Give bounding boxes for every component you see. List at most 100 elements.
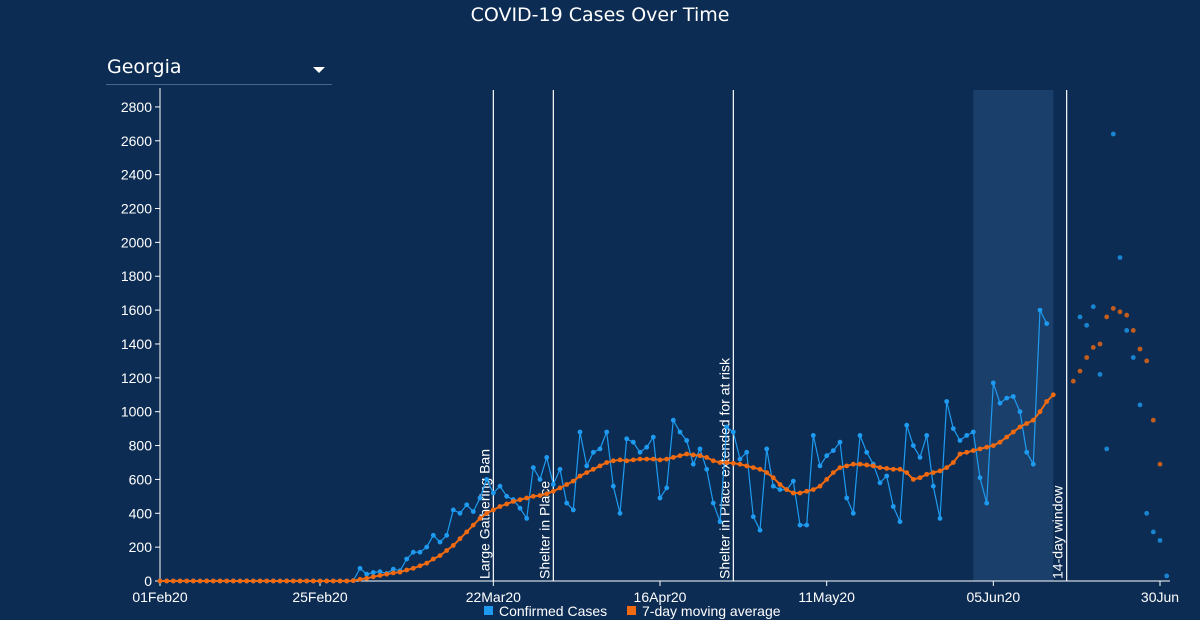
moving-average-point bbox=[430, 556, 436, 562]
confirmed-cases-point bbox=[684, 438, 690, 443]
x-tick-label: 05Jun20 bbox=[966, 589, 1020, 605]
moving-average-point bbox=[384, 571, 390, 577]
moving-average-point bbox=[437, 553, 443, 558]
moving-average-point bbox=[850, 461, 856, 467]
confirmed-cases-point bbox=[610, 483, 616, 489]
moving-average-point bbox=[364, 575, 370, 581]
moving-average-projected-point bbox=[1137, 346, 1143, 352]
confirmed-cases-point bbox=[930, 483, 936, 489]
shaded-window bbox=[973, 90, 1054, 581]
confirmed-cases-projected-point bbox=[1084, 322, 1090, 328]
moving-average-projected-point bbox=[1097, 341, 1103, 347]
moving-average-point bbox=[317, 578, 323, 584]
confirmed-cases-projected-point bbox=[1130, 355, 1136, 360]
confirmed-cases-point bbox=[804, 522, 810, 528]
moving-average-point bbox=[1004, 434, 1010, 440]
chevron-down-icon[interactable] bbox=[313, 67, 325, 73]
confirmed-cases-point bbox=[1024, 449, 1030, 455]
confirmed-cases-point bbox=[997, 400, 1003, 406]
confirmed-cases-point bbox=[430, 532, 436, 538]
moving-average-point bbox=[1017, 424, 1023, 430]
moving-average-point bbox=[910, 477, 916, 482]
moving-average-point bbox=[937, 468, 943, 474]
moving-average-point bbox=[504, 501, 510, 507]
confirmed-cases-point bbox=[717, 519, 723, 525]
x-tick-label: 16Apr20 bbox=[634, 589, 687, 605]
moving-average-point bbox=[557, 485, 563, 491]
moving-average-point bbox=[604, 460, 610, 465]
moving-average-point bbox=[410, 565, 416, 571]
moving-average-point bbox=[204, 578, 210, 584]
confirmed-cases-point bbox=[950, 426, 956, 431]
legend-label-average: 7-day moving average bbox=[642, 603, 781, 619]
confirmed-cases-point bbox=[790, 478, 796, 484]
confirmed-cases-point bbox=[944, 399, 950, 404]
moving-average-point bbox=[984, 444, 990, 450]
confirmed-cases-point bbox=[664, 485, 670, 491]
moving-average-projected-point bbox=[1090, 345, 1096, 350]
moving-average-point bbox=[550, 488, 556, 494]
moving-average-point bbox=[397, 569, 403, 575]
confirmed-cases-projected-point bbox=[1104, 446, 1110, 452]
confirmed-cases-point bbox=[984, 500, 990, 506]
y-tick-label: 400 bbox=[129, 505, 153, 521]
moving-average-point bbox=[484, 510, 490, 516]
y-tick-label: 2800 bbox=[121, 99, 152, 115]
moving-average-point bbox=[864, 462, 870, 468]
confirmed-cases-point bbox=[750, 514, 756, 520]
moving-average-projected-point bbox=[1070, 378, 1076, 384]
confirmed-cases-point bbox=[864, 449, 870, 455]
moving-average-point bbox=[177, 578, 183, 584]
confirmed-cases-point bbox=[637, 449, 643, 455]
moving-average-point bbox=[570, 478, 576, 484]
moving-average-projected-point bbox=[1157, 461, 1163, 467]
confirmed-cases-point bbox=[644, 444, 650, 450]
confirmed-cases-point bbox=[737, 456, 743, 462]
confirmed-cases-point bbox=[390, 566, 396, 572]
moving-average-point bbox=[237, 578, 243, 584]
confirmed-cases-point bbox=[490, 490, 496, 496]
moving-average-point bbox=[737, 461, 743, 467]
moving-average-point bbox=[650, 456, 656, 462]
moving-average-projected-point bbox=[1117, 309, 1123, 315]
state-dropdown[interactable]: Georgia bbox=[106, 52, 332, 85]
confirmed-cases-point bbox=[677, 429, 683, 435]
moving-average-point bbox=[724, 460, 730, 465]
confirmed-cases-point bbox=[617, 510, 623, 516]
confirmed-cases-point bbox=[517, 505, 523, 511]
confirmed-cases-point bbox=[730, 429, 736, 435]
moving-average-point bbox=[444, 548, 450, 553]
moving-average-projected-point bbox=[1110, 306, 1116, 311]
confirmed-cases-point bbox=[357, 565, 363, 571]
confirmed-cases-projected-point bbox=[1117, 255, 1123, 260]
confirmed-cases-projected-point bbox=[1077, 314, 1083, 320]
moving-average-point bbox=[797, 490, 803, 496]
moving-average-point bbox=[590, 466, 596, 472]
moving-average-projected-point bbox=[1077, 368, 1083, 374]
moving-average-point bbox=[304, 578, 310, 584]
moving-average-point bbox=[784, 487, 790, 492]
legend-label-confirmed: Confirmed Cases bbox=[499, 603, 607, 619]
moving-average-point bbox=[337, 578, 343, 584]
confirmed-cases-point bbox=[670, 417, 676, 423]
moving-average-projected-point bbox=[1144, 358, 1150, 364]
moving-average-point bbox=[844, 463, 850, 469]
confirmed-cases-point bbox=[370, 570, 376, 575]
moving-average-point bbox=[284, 578, 290, 584]
moving-average-point bbox=[524, 495, 530, 501]
y-tick-label: 2000 bbox=[121, 234, 152, 250]
moving-average-point bbox=[224, 578, 230, 584]
moving-average-projected-point bbox=[1104, 314, 1110, 320]
confirmed-cases-point bbox=[877, 480, 883, 486]
moving-average-point bbox=[1044, 399, 1050, 404]
confirmed-cases-point bbox=[470, 509, 476, 514]
confirmed-cases-projected-point bbox=[1124, 328, 1130, 333]
y-tick-label: 200 bbox=[129, 539, 153, 555]
confirmed-cases-point bbox=[990, 380, 996, 386]
event-label: Shelter in Place bbox=[536, 481, 552, 579]
confirmed-cases-point bbox=[597, 446, 603, 452]
y-tick-label: 800 bbox=[129, 438, 153, 454]
moving-average-projected-point bbox=[1130, 328, 1136, 333]
moving-average-point bbox=[744, 463, 750, 469]
y-tick-label: 2600 bbox=[121, 133, 152, 149]
